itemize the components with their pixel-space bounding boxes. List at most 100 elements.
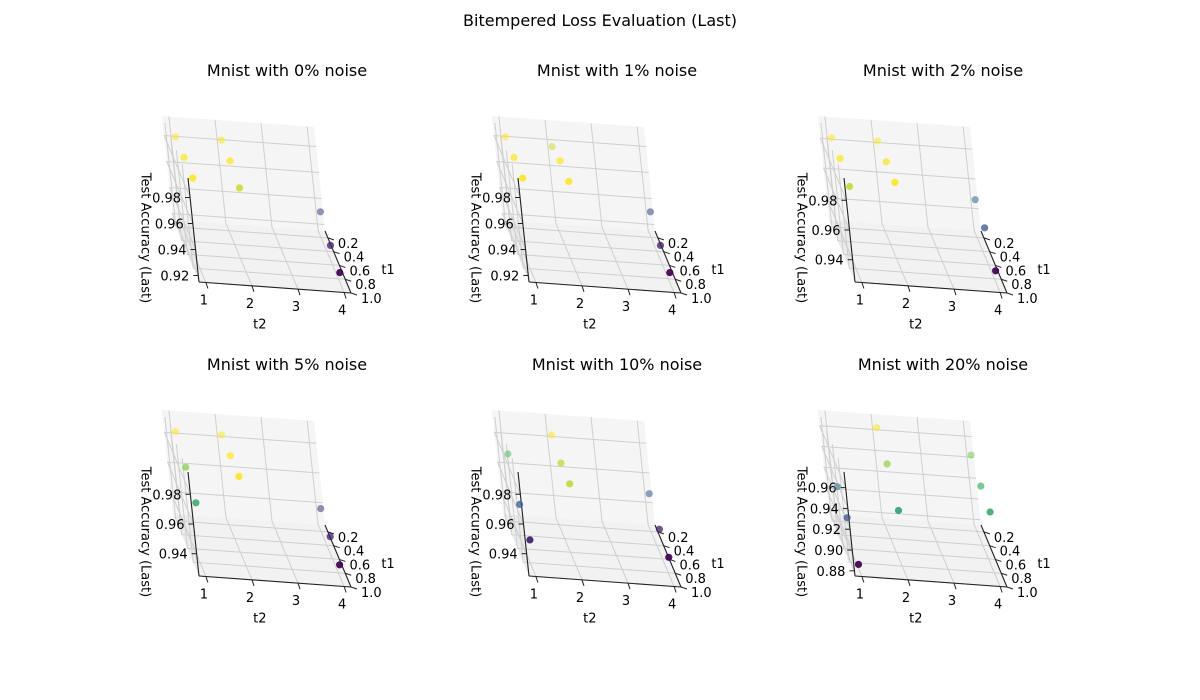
t1-tick-label: 1.0 [361,292,382,307]
t2-axis-line [528,281,682,294]
t1-tick [675,278,682,282]
t2-tick [251,579,255,586]
t1-tick-label: 0.8 [355,278,376,293]
t2-tick-label: 3 [948,300,956,315]
panel-1: 1 2 3 4 0.20.40.60.81.0 0.92 0.94 0.96 0.98 t2 t1 T… [468,61,725,332]
data-point [547,431,556,439]
gridline-t1 [505,150,670,266]
t1-tick [1006,292,1014,296]
data-point [854,560,863,569]
t1-tick-label: 1.0 [691,586,712,601]
z-tick-label: 0.94 [810,502,839,517]
t1-tick [333,545,340,549]
t1-tick-label: 0.8 [1011,572,1032,587]
data-point [665,553,673,561]
t2-tick-label: 2 [902,297,910,312]
data-point [217,431,226,439]
t2-tick-label: 1 [530,588,538,603]
z-tick-label: 0.94 [158,244,187,259]
t1-tick-label: 0.8 [685,278,706,293]
t1-tick-label: 0.2 [994,237,1015,252]
gridline-z [171,212,325,276]
t1-axis-line [980,524,1008,588]
gridline-z [818,425,972,488]
t2-axis-line [198,281,352,294]
back-pane [162,116,325,231]
t1-tick [663,545,670,549]
panel-title: Mnist with 1% noise [537,61,697,80]
t1-tick [345,572,352,576]
z-tick-label: 0.98 [482,192,511,207]
t2-tick [861,576,865,583]
t1-tick-label: 1.0 [1017,586,1038,601]
t1-tick [657,237,665,241]
floor-pane [173,220,351,293]
t2-tick-label: 2 [246,297,254,312]
t2-tick-label: 2 [576,297,584,312]
data-point [843,514,851,522]
data-point [336,561,344,569]
t1-tick-label: 0.2 [338,531,359,546]
panel-3: 1 2 3 4 0.20.40.60.81.0 0.94 0.96 0.98 t2 t1 Test … [138,355,395,626]
z-tick-label: 0.98 [808,194,837,209]
t2-tick-label: 2 [576,591,584,606]
data-point [326,533,334,541]
t1-tick [350,292,358,296]
gridline-z [825,197,979,260]
gridline-z [168,186,322,250]
data-point [192,499,200,507]
back-pane [492,116,655,231]
data-point [557,459,565,467]
gridline-t1 [175,150,340,266]
t1-tick-label: 0.2 [994,531,1015,546]
t1-tick-label: 0.4 [674,251,695,266]
floor-pane [503,220,681,293]
z-tick-label: 0.96 [155,218,184,233]
gridline-z [496,160,649,224]
panel-title: Mnist with 5% noise [207,355,367,374]
t2-tick [343,586,347,593]
t1-tick-label: 0.8 [685,572,706,587]
t1-tick [350,586,358,590]
gridline-t2 [214,119,253,286]
z-tick-label: 0.92 [490,270,519,285]
data-point [967,451,975,459]
t1-tick-label: 0.4 [1000,251,1021,266]
floor-pane [829,220,1007,293]
t1-tick-label: 0.2 [338,237,359,252]
gridline-z [496,461,650,525]
t2-tick [297,583,301,590]
gridline-t1 [511,164,676,280]
data-point [189,174,197,182]
z-tick-label: 0.98 [152,488,181,503]
floor-pane [503,514,681,587]
data-point [565,177,573,185]
t1-tick-label: 0.6 [1005,558,1026,573]
z-tick-label: 0.96 [812,224,841,239]
data-point [992,267,1000,275]
data-point [316,208,324,216]
data-point [317,505,325,513]
t2-tick-label: 4 [994,598,1002,613]
data-point [326,241,335,249]
t2-tick [953,583,957,590]
floor-pane [829,514,1007,587]
t2-tick-label: 1 [856,588,864,603]
data-point [566,480,574,488]
z-tick-label: 0.94 [488,244,517,259]
gridline-z [493,431,647,495]
t1-tick-label: 1.0 [361,586,382,601]
data-point [548,143,556,151]
t1-tick [333,251,340,255]
t2-tick [627,289,631,296]
gridline-t1 [164,122,328,239]
t2-tick [953,289,957,296]
panel-title: Mnist with 20% noise [858,355,1028,374]
gridline-t1 [831,150,996,266]
data-point [655,525,664,533]
t1-tick-label: 0.6 [349,264,370,279]
t1-tick [995,558,1002,562]
t1-tick [680,292,688,296]
panel-title: Mnist with 2% noise [863,61,1023,80]
t2-tick [205,576,209,583]
